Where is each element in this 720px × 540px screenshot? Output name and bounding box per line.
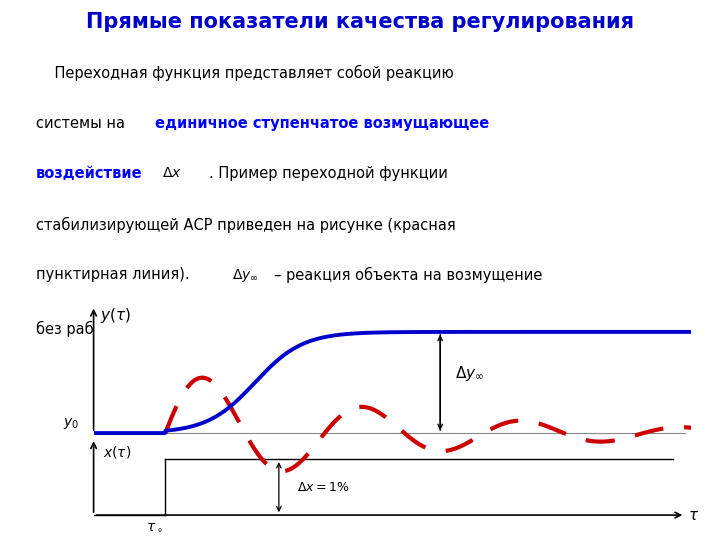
Text: – реакция объекта на возмущение: – реакция объекта на возмущение	[274, 267, 542, 284]
Text: системы на: системы на	[36, 116, 130, 131]
Text: $\Delta y_\infty$: $\Delta y_\infty$	[455, 364, 485, 383]
Text: Прямые показатели качества регулирования: Прямые показатели качества регулирования	[86, 12, 634, 32]
Text: $x(\tau)$: $x(\tau)$	[102, 443, 131, 460]
Text: без работы регулятора (сплошная синяя линия).: без работы регулятора (сплошная синяя ли…	[36, 321, 415, 337]
Text: $y_0$: $y_0$	[63, 416, 78, 431]
Text: пунктирная линия).: пунктирная линия).	[36, 267, 189, 282]
Text: стабилизирующей АСР приведен на рисунке (красная: стабилизирующей АСР приведен на рисунке …	[36, 217, 456, 233]
Text: $y(\tau)$: $y(\tau)$	[99, 306, 131, 325]
Text: единичное ступенчатое возмущающее: единичное ступенчатое возмущающее	[155, 116, 489, 131]
Text: $\Delta x = 1\%$: $\Delta x = 1\%$	[297, 481, 349, 494]
Text: $\Delta y_{\infty}$: $\Delta y_{\infty}$	[232, 267, 258, 284]
Text: . Пример переходной функции: . Пример переходной функции	[209, 166, 448, 181]
Text: Переходная функция представляет собой реакцию: Переходная функция представляет собой ре…	[36, 65, 454, 82]
Text: $\tau_\circ$: $\tau_\circ$	[145, 518, 162, 532]
Text: воздействие: воздействие	[36, 166, 143, 181]
Text: $\tau$: $\tau$	[688, 508, 699, 523]
Text: $\Delta x$: $\Delta x$	[162, 166, 182, 180]
